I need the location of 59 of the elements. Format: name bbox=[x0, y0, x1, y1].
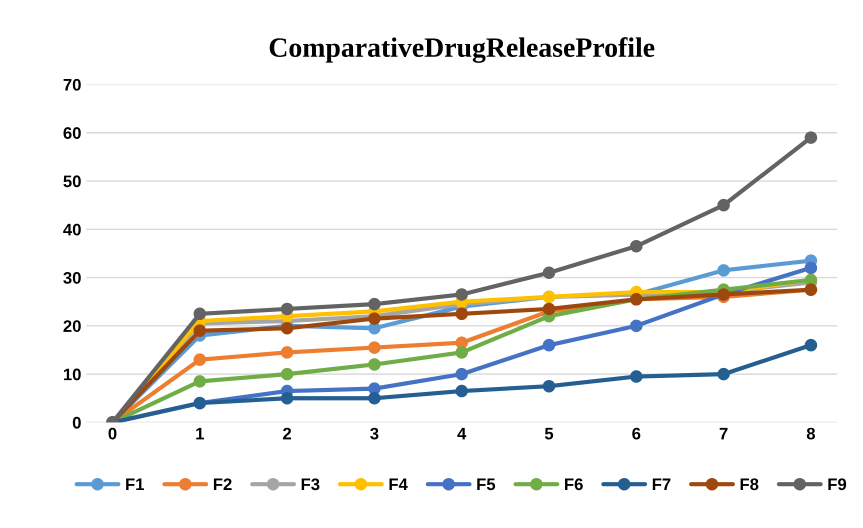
y-tick-label: 50 bbox=[63, 175, 81, 188]
chart-title: ComparativeDrugReleaseProfile bbox=[270, 37, 654, 63]
point bbox=[280, 302, 294, 316]
point bbox=[804, 131, 818, 144]
legend-label: F7 bbox=[652, 478, 670, 490]
point bbox=[280, 368, 294, 380]
point bbox=[630, 320, 643, 332]
point bbox=[630, 370, 643, 383]
point bbox=[455, 384, 468, 398]
legend-label: F3 bbox=[302, 478, 320, 490]
point bbox=[542, 380, 556, 392]
y-tick-label: 30 bbox=[63, 272, 81, 284]
point bbox=[368, 298, 381, 310]
x-tick-label: 8 bbox=[806, 428, 816, 440]
x-tick-label: 1 bbox=[196, 428, 204, 440]
point bbox=[455, 368, 468, 380]
point bbox=[542, 338, 556, 352]
y-tick-label: 60 bbox=[64, 127, 81, 139]
point bbox=[194, 353, 206, 366]
x-tick-label: 6 bbox=[632, 428, 640, 440]
point bbox=[194, 308, 206, 320]
legend-label: F9 bbox=[828, 478, 846, 490]
point bbox=[280, 322, 294, 335]
point bbox=[804, 262, 818, 274]
point bbox=[717, 368, 730, 380]
y-tick-label: 40 bbox=[63, 224, 81, 236]
point bbox=[368, 392, 381, 405]
x-tick-label: 7 bbox=[720, 428, 728, 440]
point bbox=[455, 288, 468, 301]
legend-label: F5 bbox=[477, 478, 496, 490]
point bbox=[455, 346, 468, 359]
point bbox=[717, 198, 730, 212]
x-tick-label: 0 bbox=[108, 428, 116, 440]
x-tick-label: 5 bbox=[544, 428, 554, 440]
point bbox=[455, 308, 468, 320]
x-tick-label: 3 bbox=[370, 428, 378, 440]
legend-label: F1 bbox=[126, 478, 144, 490]
y-tick-label: 70 bbox=[64, 78, 81, 91]
point bbox=[542, 266, 556, 279]
x-tick-label: 2 bbox=[283, 428, 292, 440]
y-tick-label: 0 bbox=[72, 416, 81, 429]
legend-label: F4 bbox=[389, 478, 408, 490]
y-tick-label: 20 bbox=[63, 320, 81, 332]
point bbox=[630, 240, 643, 252]
point bbox=[280, 392, 294, 405]
legend-label: F2 bbox=[214, 478, 232, 490]
point bbox=[194, 324, 206, 337]
legend-label: F8 bbox=[740, 478, 758, 490]
point bbox=[368, 341, 381, 354]
point bbox=[542, 302, 556, 316]
legend-label: F6 bbox=[565, 478, 583, 490]
y-tick-label: 10 bbox=[64, 368, 81, 380]
point bbox=[804, 338, 818, 352]
point bbox=[368, 358, 381, 371]
point bbox=[194, 375, 206, 388]
x-tick-label: 4 bbox=[457, 428, 466, 440]
point bbox=[368, 312, 381, 325]
point bbox=[717, 264, 730, 277]
point bbox=[280, 346, 294, 359]
